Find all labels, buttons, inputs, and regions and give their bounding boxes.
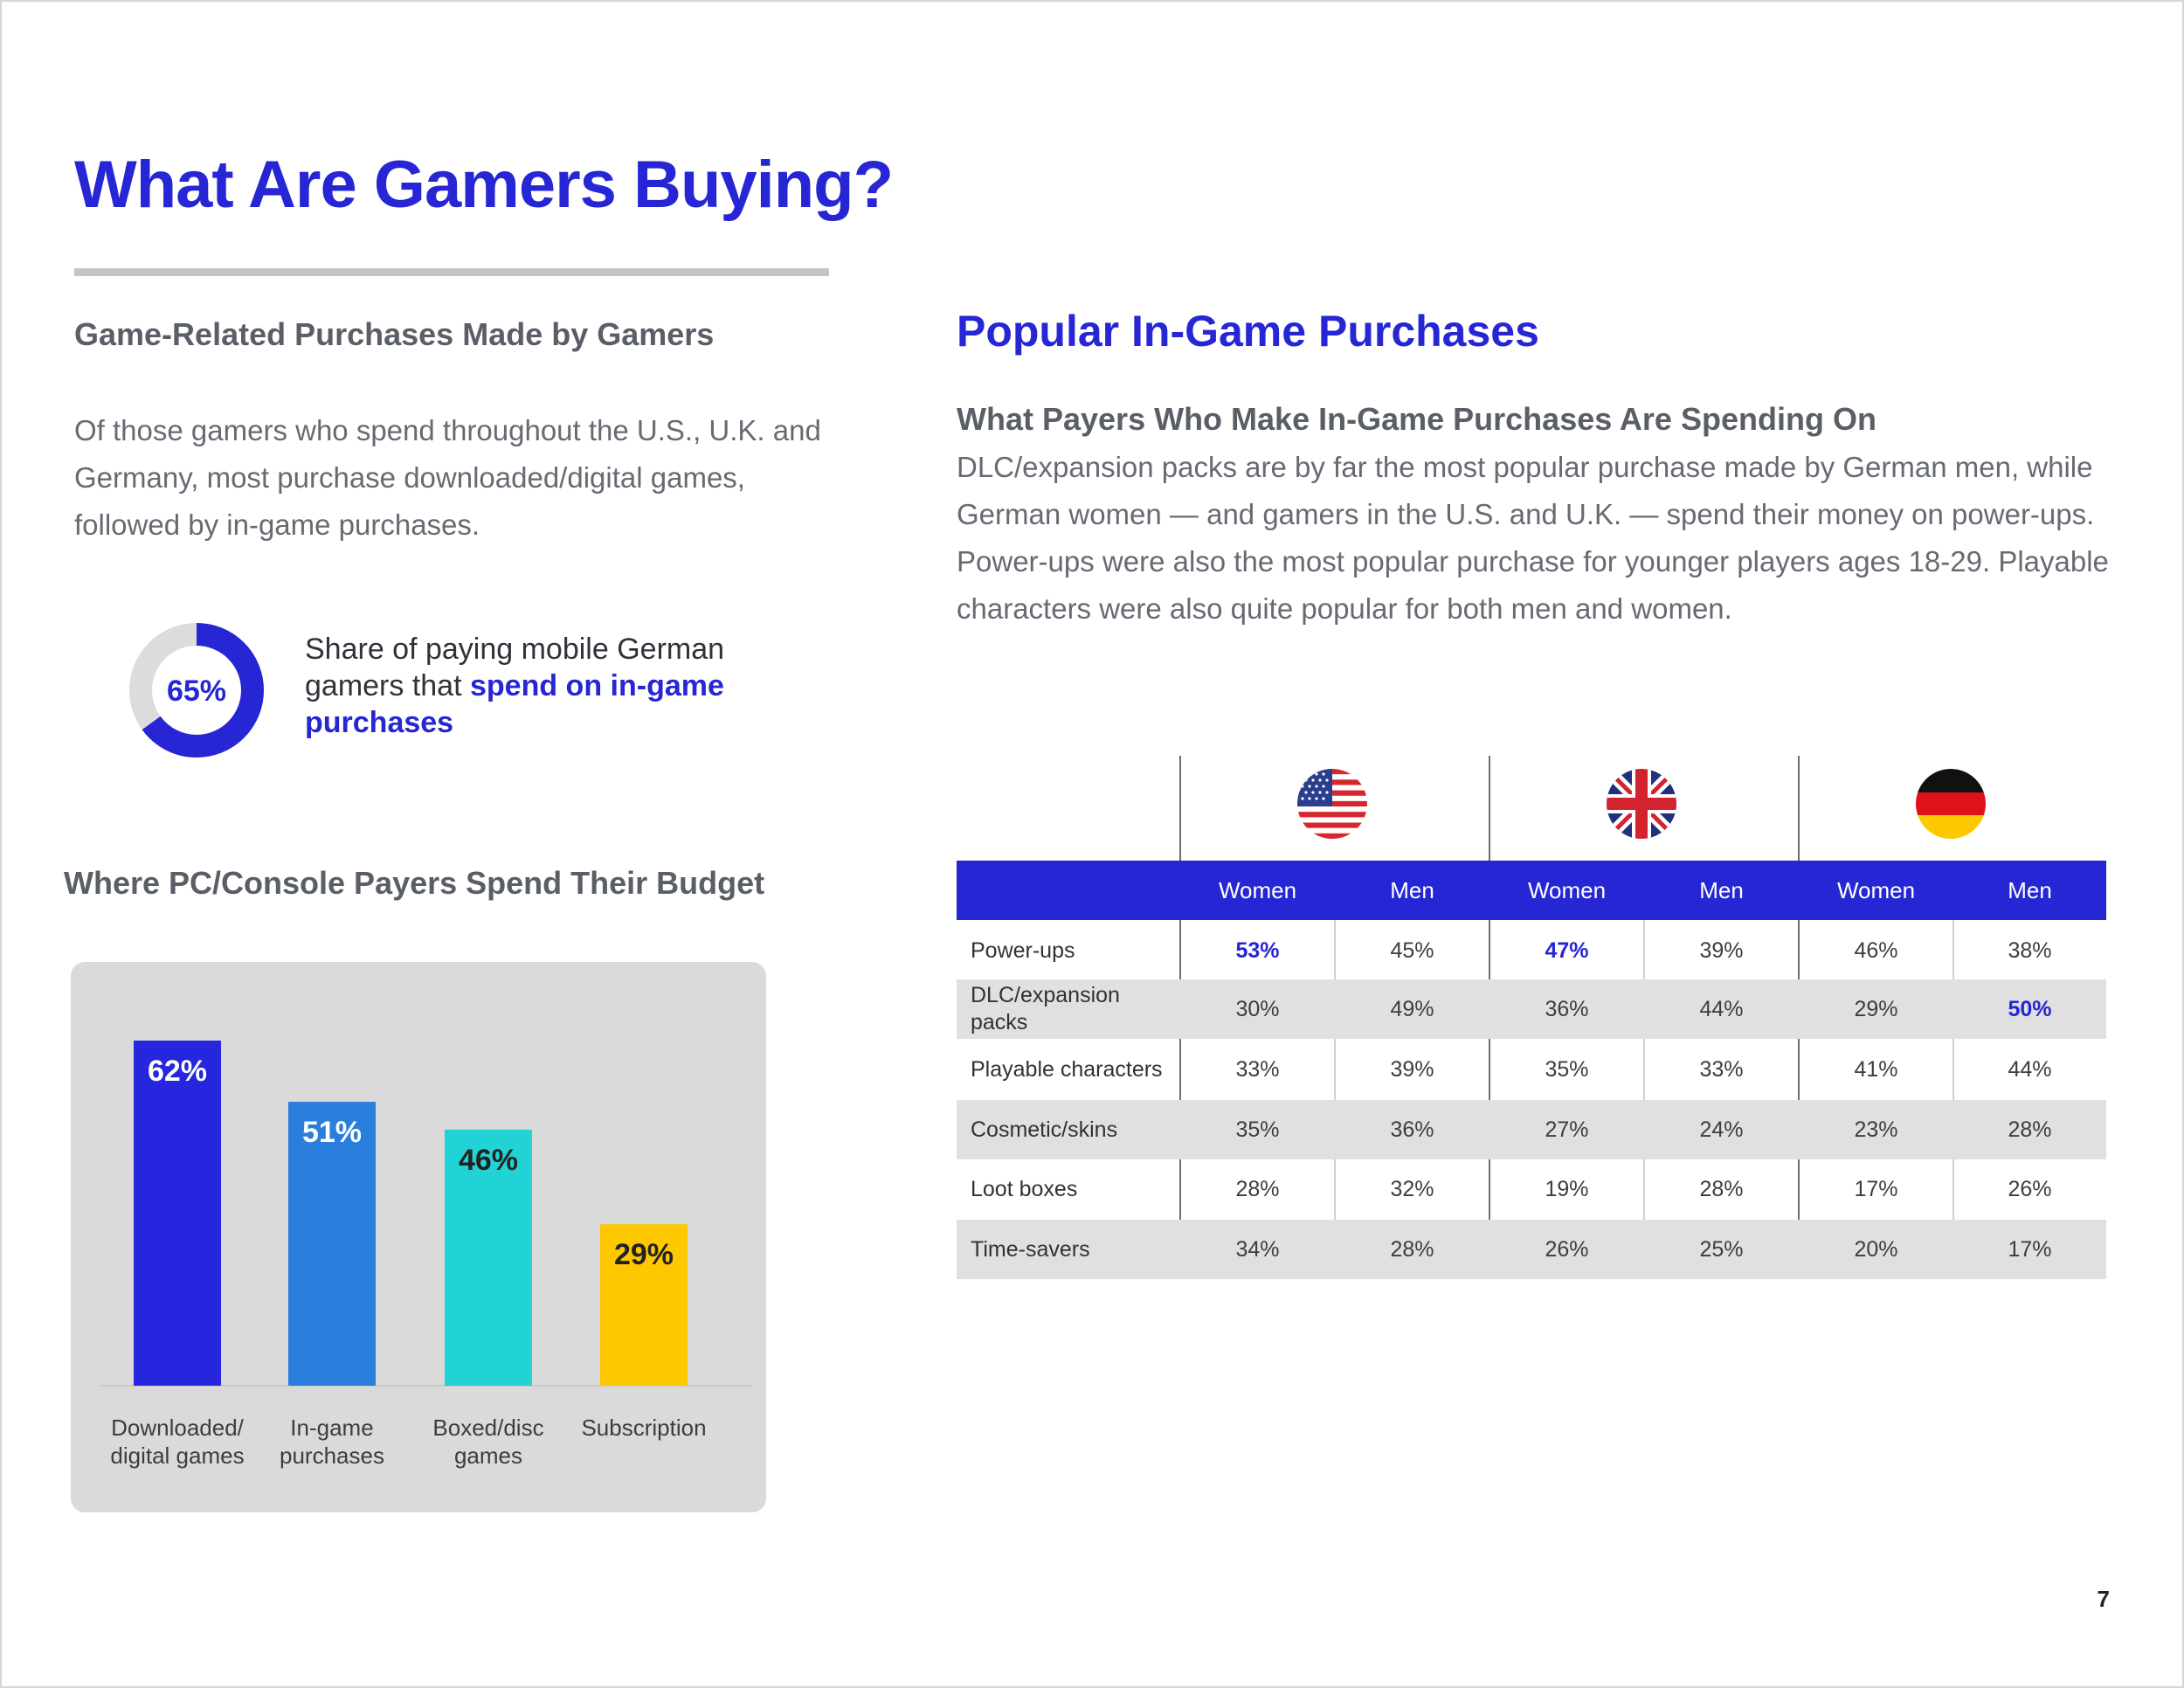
section-subheading: What Payers Who Make In-Game Purchases A… xyxy=(957,401,1876,437)
title-divider xyxy=(74,268,829,276)
table-row: Time-savers 34% 28% 26% 25% 20% 17% xyxy=(957,1220,2106,1279)
purchases-heading: Game-Related Purchases Made by Gamers xyxy=(74,316,715,352)
bar xyxy=(600,1224,688,1386)
table-cell: 33% xyxy=(1699,1057,1744,1082)
column-header: Men xyxy=(1390,877,1434,903)
section-title: Popular In-Game Purchases xyxy=(957,307,1539,356)
table-cell: 28% xyxy=(1235,1177,1280,1201)
table-cell: 44% xyxy=(2008,1057,2052,1082)
table-cell: 36% xyxy=(1545,997,1589,1021)
table-cell: 29% xyxy=(1854,997,1898,1021)
table-cell: 41% xyxy=(1854,1057,1898,1082)
table-cell: 19% xyxy=(1545,1177,1589,1201)
table-cell: 35% xyxy=(1545,1057,1589,1082)
table-cell: 33% xyxy=(1235,1057,1280,1082)
bar-value-label: 51% xyxy=(302,1116,362,1149)
table-cell: 17% xyxy=(1854,1177,1898,1201)
category-label: Boxed/disc games xyxy=(432,1415,544,1469)
bar-chart: 62% 51% 46% 29% xyxy=(100,1041,752,1387)
donut-chart: 65% xyxy=(129,623,264,758)
table-cell: 28% xyxy=(2008,1117,2052,1142)
us-flag-icon xyxy=(1297,769,1367,839)
table-cell: 30% xyxy=(1235,997,1280,1021)
category-label: Subscription xyxy=(581,1415,707,1441)
bar-chart-panel: 62% 51% 46% 29% Downloaded/digital games In-… xyxy=(71,962,766,1512)
column-header: Men xyxy=(2008,877,2052,903)
germany-flag-icon xyxy=(1916,769,1986,839)
section-body: DLC/expansion packs are by far the most … xyxy=(957,451,2109,625)
table-cell: 23% xyxy=(1854,1117,1898,1142)
purchases-body: Of those gamers who spend throughout the… xyxy=(74,414,821,541)
table-cell: 27% xyxy=(1545,1117,1589,1142)
table-cell: 20% xyxy=(1854,1237,1898,1262)
table-cell: 25% xyxy=(1699,1237,1744,1262)
table-cell: 28% xyxy=(1699,1177,1744,1201)
bar xyxy=(288,1102,376,1386)
donut-caption-highlight: spend on in-game purchases xyxy=(305,669,724,739)
chart-heading: Where PC/Console Payers Spend Their Budg… xyxy=(64,865,765,901)
donut-caption-text: Share of paying mobile German gamers tha… xyxy=(305,633,725,702)
uk-flag-icon xyxy=(1607,769,1676,839)
table-cell: 24% xyxy=(1699,1117,1744,1142)
page-title: What Are Gamers Buying? xyxy=(74,148,894,222)
table-row: Loot boxes 28% 32% 19% 28% 17% 26% xyxy=(957,1159,2106,1219)
table-cell: 46% xyxy=(1854,938,1898,963)
table-cell: 26% xyxy=(1545,1237,1589,1262)
donut-value-arc xyxy=(129,623,264,758)
row-label: DLC/expansion packs xyxy=(971,983,1120,1034)
bar xyxy=(134,1041,221,1386)
table-cell: 53% xyxy=(1235,938,1280,963)
table-cell: 39% xyxy=(1390,1057,1434,1082)
bar-value-label: 62% xyxy=(148,1055,207,1088)
table-cell: 39% xyxy=(1699,938,1744,963)
table-cell: 35% xyxy=(1235,1117,1280,1142)
table-cell: 36% xyxy=(1390,1117,1434,1142)
table-cell: 47% xyxy=(1545,938,1589,963)
table-cell: 17% xyxy=(2008,1237,2052,1262)
row-label: Power-ups xyxy=(971,937,1075,963)
bar-value-label: 29% xyxy=(614,1238,674,1271)
donut-caption: Share of paying mobile German gamers tha… xyxy=(305,631,759,741)
column-header: Men xyxy=(1699,877,1744,903)
row-label: Cosmetic/skins xyxy=(971,1117,1118,1142)
row-label: Time-savers xyxy=(971,1236,1090,1262)
table-cell: 44% xyxy=(1699,997,1744,1021)
column-header: Women xyxy=(1836,877,1916,903)
table-row: Playable characters 33% 39% 35% 33% 41% 44% xyxy=(957,1040,2106,1099)
bar-value-label: 46% xyxy=(459,1144,518,1177)
donut-label: 65% xyxy=(167,675,226,708)
table-header: Women Men Women Men Women Men xyxy=(957,861,2106,920)
table-row: Power-ups 53% 45% 47% 39% 46% 38% xyxy=(957,921,2106,980)
table-cell: 34% xyxy=(1235,1237,1280,1262)
category-label: In-game purchases xyxy=(280,1415,384,1469)
table-cell: 49% xyxy=(1390,997,1434,1021)
row-label: Loot boxes xyxy=(971,1176,1078,1201)
bar xyxy=(445,1129,532,1386)
category-label: Downloaded/digital games xyxy=(110,1415,245,1469)
table-cell: 32% xyxy=(1390,1177,1434,1201)
table-cell: 38% xyxy=(2008,938,2052,963)
page-number: 7 xyxy=(2097,1586,2110,1612)
row-label: Playable characters xyxy=(971,1056,1163,1082)
table-row: DLC/expansion packs 30% 49% 36% 44% 29% 50% xyxy=(957,979,2106,1039)
table-cell: 28% xyxy=(1390,1237,1434,1262)
table-cell: 45% xyxy=(1390,938,1434,963)
table-row: Cosmetic/skins 35% 36% 27% 24% 23% 28% xyxy=(957,1100,2106,1159)
column-header: Women xyxy=(1218,877,1297,903)
column-header: Women xyxy=(1527,877,1607,903)
table-cell: 26% xyxy=(2008,1177,2052,1201)
table-cell: 50% xyxy=(2008,997,2052,1021)
